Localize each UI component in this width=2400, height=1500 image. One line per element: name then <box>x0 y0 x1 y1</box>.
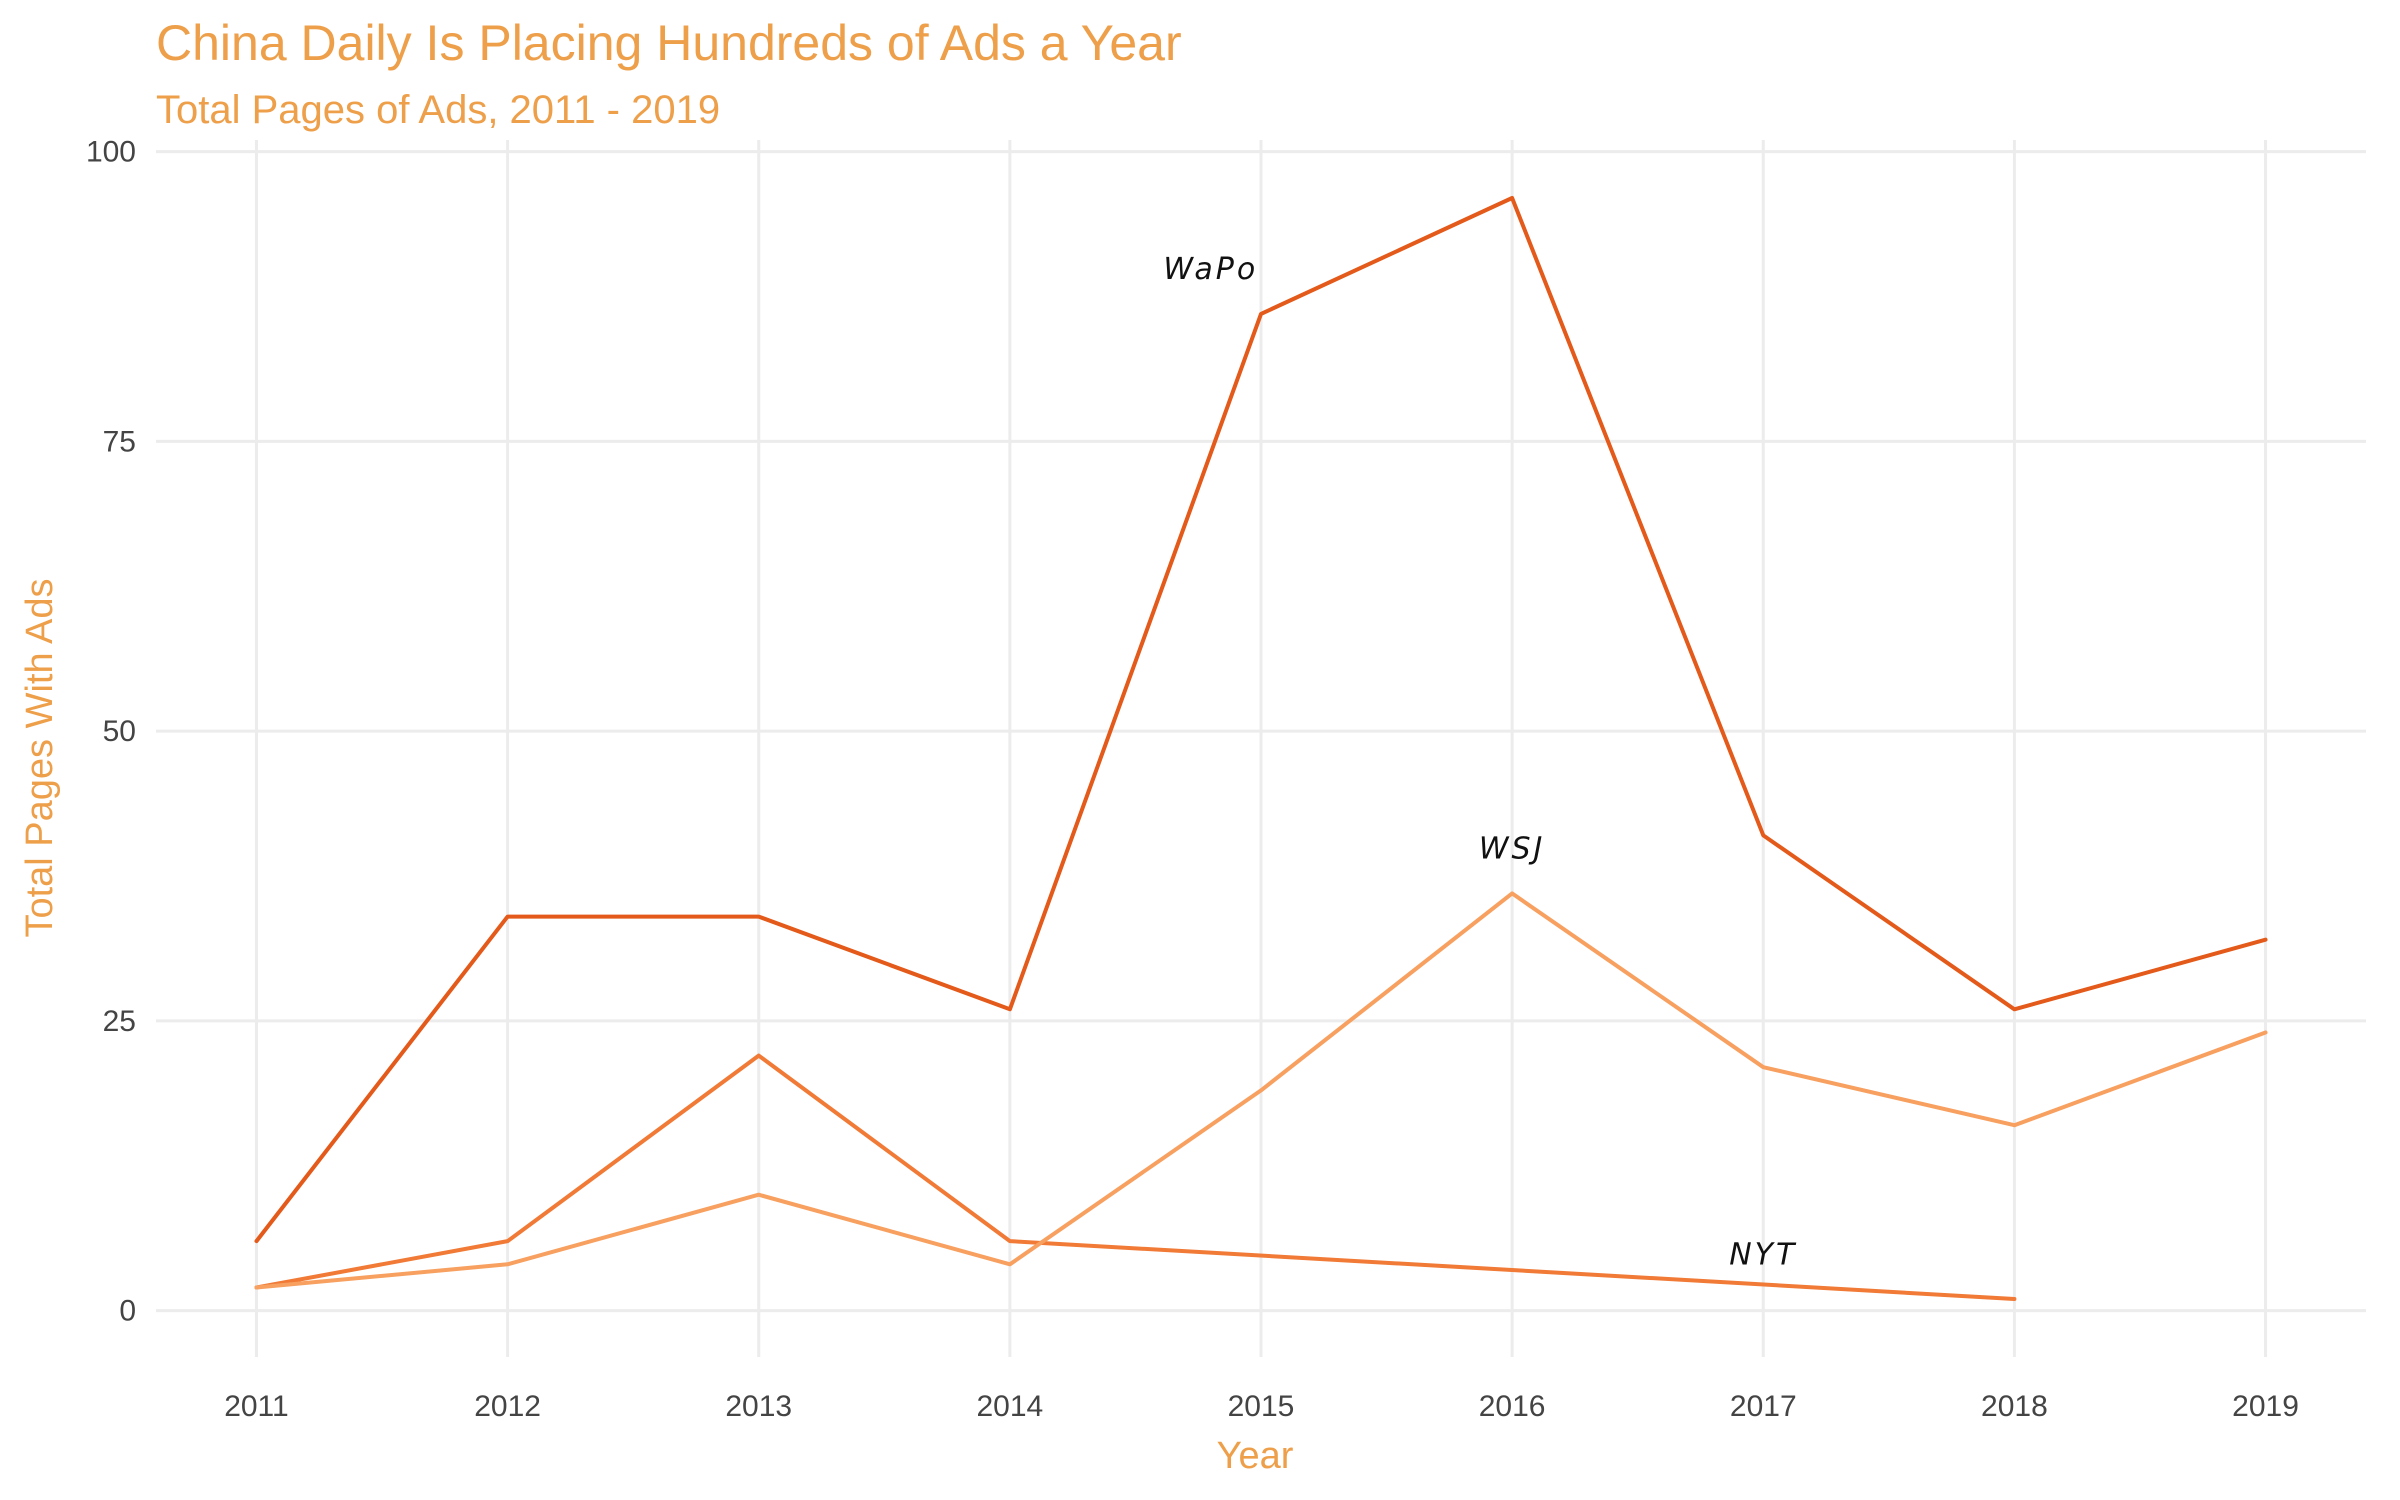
x-tick-label: 2018 <box>1981 1390 2048 1423</box>
x-tick-label: 2017 <box>1730 1390 1797 1423</box>
x-tick-label: 2019 <box>2232 1390 2299 1423</box>
y-tick-label: 75 <box>103 425 136 458</box>
x-tick-labels: 2011 2012 2013 2014 2015 2016 2017 2018 2019 <box>224 1390 2299 1423</box>
series-lines <box>254 196 2268 1301</box>
annotation-wsj: WSJ <box>1479 832 1546 867</box>
y-tick-label: 25 <box>103 1005 136 1038</box>
x-tick-label: 2015 <box>1228 1390 1295 1423</box>
series-line-wapo <box>254 196 2268 1244</box>
series-line-nyt <box>254 1053 2017 1301</box>
annotation-nyt: NYT <box>1729 1237 1797 1272</box>
x-axis-title: Year <box>1217 1435 1294 1477</box>
y-axis-title: Total Pages With Ads <box>19 578 61 937</box>
x-tick-label: 2013 <box>725 1390 792 1423</box>
y-tick-label: 0 <box>119 1295 136 1328</box>
gridlines <box>156 140 2366 1357</box>
annotations: WaPo WSJ NYT <box>1163 252 1797 1272</box>
chart-subtitle: Total Pages of Ads, 2011 - 2019 <box>156 88 721 132</box>
y-tick-labels: 0 25 50 75 100 <box>86 136 136 1328</box>
series-line-wsj <box>254 891 2268 1290</box>
x-tick-label: 2014 <box>976 1390 1043 1423</box>
y-tick-label: 100 <box>86 136 136 169</box>
annotation-wapo: WaPo <box>1163 252 1258 287</box>
chart-title: China Daily Is Placing Hundreds of Ads a… <box>156 15 1182 71</box>
x-tick-label: 2011 <box>224 1390 289 1423</box>
x-tick-label: 2016 <box>1479 1390 1546 1423</box>
y-tick-label: 50 <box>103 715 136 748</box>
x-tick-label: 2012 <box>474 1390 541 1423</box>
